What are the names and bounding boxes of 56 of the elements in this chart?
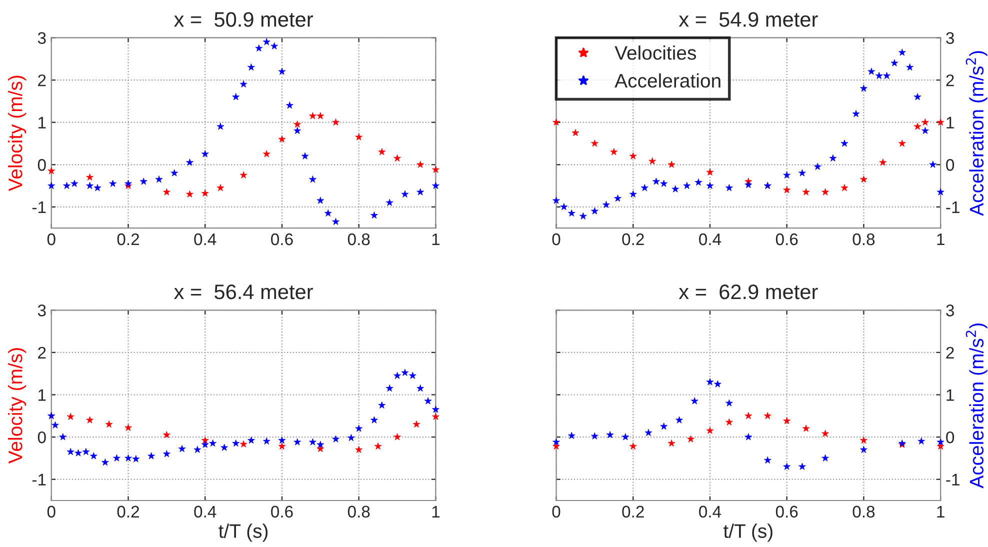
- x-axis-title: t/T (s): [218, 524, 268, 542]
- y2-axis-title: Acceleration (m/s$^{2}$): [966, 324, 988, 488]
- y2-tick-label: 2: [946, 74, 954, 86]
- y2-tick-label: 1: [946, 116, 954, 128]
- y-tick-label: 3: [38, 304, 46, 316]
- chart-title: x = 50.9 meter: [174, 12, 313, 27]
- y-tick-label: 1: [38, 389, 46, 401]
- x-tick-label: 0.4: [194, 506, 216, 518]
- x-tick-label: 1: [937, 506, 944, 518]
- x-tick-label: 0.2: [117, 233, 139, 246]
- y-tick-label: 0: [38, 159, 46, 171]
- y2-tick-label: 3: [946, 32, 954, 44]
- x-tick-label: 0.2: [117, 506, 139, 518]
- x-tick-label: 1: [937, 234, 944, 246]
- y2-tick-label: 0: [946, 159, 954, 171]
- y2-tick-label: 3: [946, 304, 954, 316]
- x-tick-label: 0.4: [699, 506, 722, 518]
- x-tick-label: 0.2: [622, 233, 644, 246]
- y2-tick-label: 0: [946, 431, 954, 444]
- x-tick-label: 0.2: [622, 506, 644, 518]
- y-tick-label: 2: [38, 346, 46, 358]
- y-axis-title: Velocity (m/s): [8, 76, 26, 192]
- x-tick-label: 0: [552, 506, 560, 518]
- y2-tick-label: 2: [946, 346, 954, 358]
- x-tick-label: 0: [552, 233, 560, 246]
- y-tick-label: 1: [38, 116, 46, 128]
- y-tick-label: 2: [38, 74, 46, 86]
- legend-label: Acceleration: [614, 73, 720, 88]
- x-tick-label: 0.8: [852, 506, 875, 518]
- legend-label: Velocities: [614, 46, 696, 60]
- x-tick-label: 1: [432, 234, 440, 246]
- x-tick-label: 0.6: [776, 233, 798, 246]
- x-tick-label: 0.6: [271, 506, 293, 518]
- y-tick-label: 3: [38, 32, 46, 44]
- y-axis-title: Velocity (m/s): [8, 348, 26, 464]
- x-tick-label: 0.4: [194, 233, 216, 246]
- x-tick-label: 0: [47, 233, 56, 246]
- x-tick-label: 1: [432, 506, 440, 518]
- y-tick-label: 0: [38, 431, 46, 444]
- y2-tick-label: -1: [946, 474, 960, 486]
- x-axis-title: t/T (s): [724, 524, 772, 542]
- x-tick-label: 0.8: [348, 506, 370, 518]
- x-tick-label: 0.6: [776, 506, 798, 518]
- y2-tick-label: 1: [946, 389, 954, 401]
- chart-title: x = 56.4 meter: [174, 284, 313, 300]
- x-tick-label: 0.8: [348, 233, 370, 246]
- chart-title: x = 54.9 meter: [678, 12, 818, 27]
- chart-title: x = 62.9 meter: [678, 284, 818, 300]
- y2-axis-title: Acceleration (m/s$^{2}$): [966, 51, 988, 216]
- y-tick-label: -1: [32, 474, 46, 486]
- y2-tick-label: -1: [946, 202, 960, 213]
- x-tick-label: 0.4: [699, 233, 722, 246]
- x-tick-label: 0: [47, 506, 56, 518]
- x-tick-label: 0.6: [271, 233, 293, 246]
- x-tick-label: 0.8: [852, 233, 875, 246]
- y-tick-label: -1: [32, 202, 46, 213]
